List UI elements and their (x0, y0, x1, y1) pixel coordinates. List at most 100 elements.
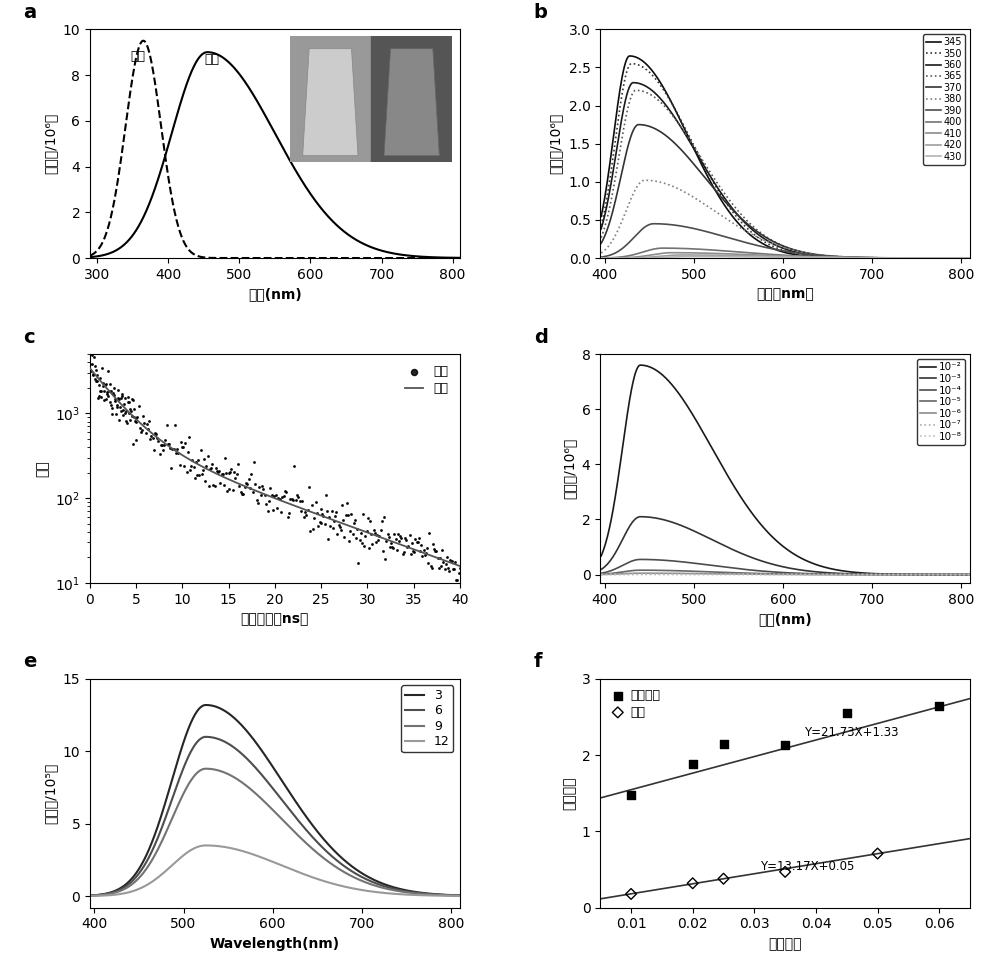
衰减 (428, 544, 444, 559)
衰减 (305, 521, 321, 537)
衰减 (147, 425, 163, 440)
400 (745, 247, 757, 259)
400 (758, 248, 770, 260)
360 (633, 78, 645, 90)
衰减 (352, 532, 368, 548)
衰减 (227, 470, 243, 486)
碳点 (777, 864, 793, 879)
衰减 (241, 471, 257, 487)
衰减 (97, 378, 113, 393)
衰减 (251, 479, 267, 495)
12 (85, 890, 97, 902)
370 (890, 252, 902, 264)
衰减 (285, 492, 301, 508)
拟合 (320, 511, 332, 523)
365 (595, 231, 607, 243)
衰减 (120, 394, 136, 410)
10⁻⁵ (634, 564, 646, 576)
6 (85, 890, 97, 902)
10⁻⁶ (964, 569, 976, 581)
衰减 (99, 385, 115, 400)
380 (964, 252, 976, 264)
衰减 (86, 349, 102, 365)
6 (380, 880, 392, 892)
衰减 (438, 556, 454, 572)
衰减 (174, 439, 190, 455)
衰减 (107, 393, 123, 409)
10⁻³ (758, 556, 770, 568)
衰减 (83, 363, 99, 379)
衰减 (407, 531, 423, 547)
衰减 (382, 540, 398, 555)
10⁻³ (633, 511, 645, 523)
衰减 (134, 422, 150, 437)
430 (758, 251, 770, 263)
9 (380, 882, 392, 894)
衰减 (186, 459, 202, 474)
衰减 (449, 572, 465, 588)
衰减 (254, 478, 270, 494)
10⁻⁸ (849, 569, 861, 581)
350 (633, 60, 645, 71)
10⁻⁴ (849, 569, 861, 581)
衰减 (124, 391, 140, 407)
衰减 (389, 543, 405, 558)
衰减 (374, 513, 390, 529)
衰减 (208, 460, 224, 475)
380 (745, 227, 757, 239)
380 (883, 252, 895, 264)
365 (883, 252, 895, 264)
10⁻⁵ (890, 569, 902, 581)
350 (745, 225, 757, 237)
衰减 (269, 501, 285, 516)
345 (883, 252, 895, 264)
9 (234, 776, 246, 788)
衰减 (85, 367, 101, 383)
衰减 (128, 410, 144, 426)
Y-axis label: 强度（/10⁶）: 强度（/10⁶） (562, 438, 576, 499)
衰减 (119, 415, 135, 430)
衰减 (364, 537, 380, 552)
衰减 (356, 539, 372, 554)
衰减 (152, 446, 168, 462)
衰减 (339, 495, 355, 510)
硫酸奎影 (716, 736, 732, 752)
10⁻⁸ (595, 569, 607, 581)
Text: b: b (534, 3, 548, 21)
衰减 (427, 543, 443, 558)
345 (964, 252, 976, 264)
衰减 (96, 391, 112, 407)
硫酸奎影 (839, 706, 855, 721)
410 (745, 249, 757, 261)
370 (745, 221, 757, 232)
350 (883, 252, 895, 264)
衰减 (230, 456, 246, 471)
10⁻⁴ (758, 565, 770, 577)
衰减 (319, 504, 335, 519)
9 (248, 786, 260, 797)
衰减 (266, 488, 282, 504)
衰减 (238, 475, 254, 491)
衰减 (350, 554, 366, 570)
衰减 (321, 508, 337, 524)
衰减 (447, 554, 463, 570)
衰减 (114, 388, 130, 404)
360 (758, 232, 770, 244)
3 (454, 889, 466, 901)
衰减 (360, 509, 376, 525)
Text: c: c (23, 328, 35, 346)
衰减 (410, 535, 426, 550)
衰减 (127, 414, 143, 429)
衰减 (253, 487, 269, 503)
衰减 (302, 523, 318, 539)
衰减 (397, 531, 413, 547)
衰减 (268, 487, 284, 503)
6 (248, 760, 260, 772)
X-axis label: 波数(nm): 波数(nm) (248, 287, 302, 302)
3 (380, 878, 392, 890)
370 (964, 252, 976, 264)
衰减 (197, 473, 213, 489)
10⁻³ (595, 563, 607, 575)
衰减 (400, 539, 416, 554)
370 (849, 252, 861, 264)
